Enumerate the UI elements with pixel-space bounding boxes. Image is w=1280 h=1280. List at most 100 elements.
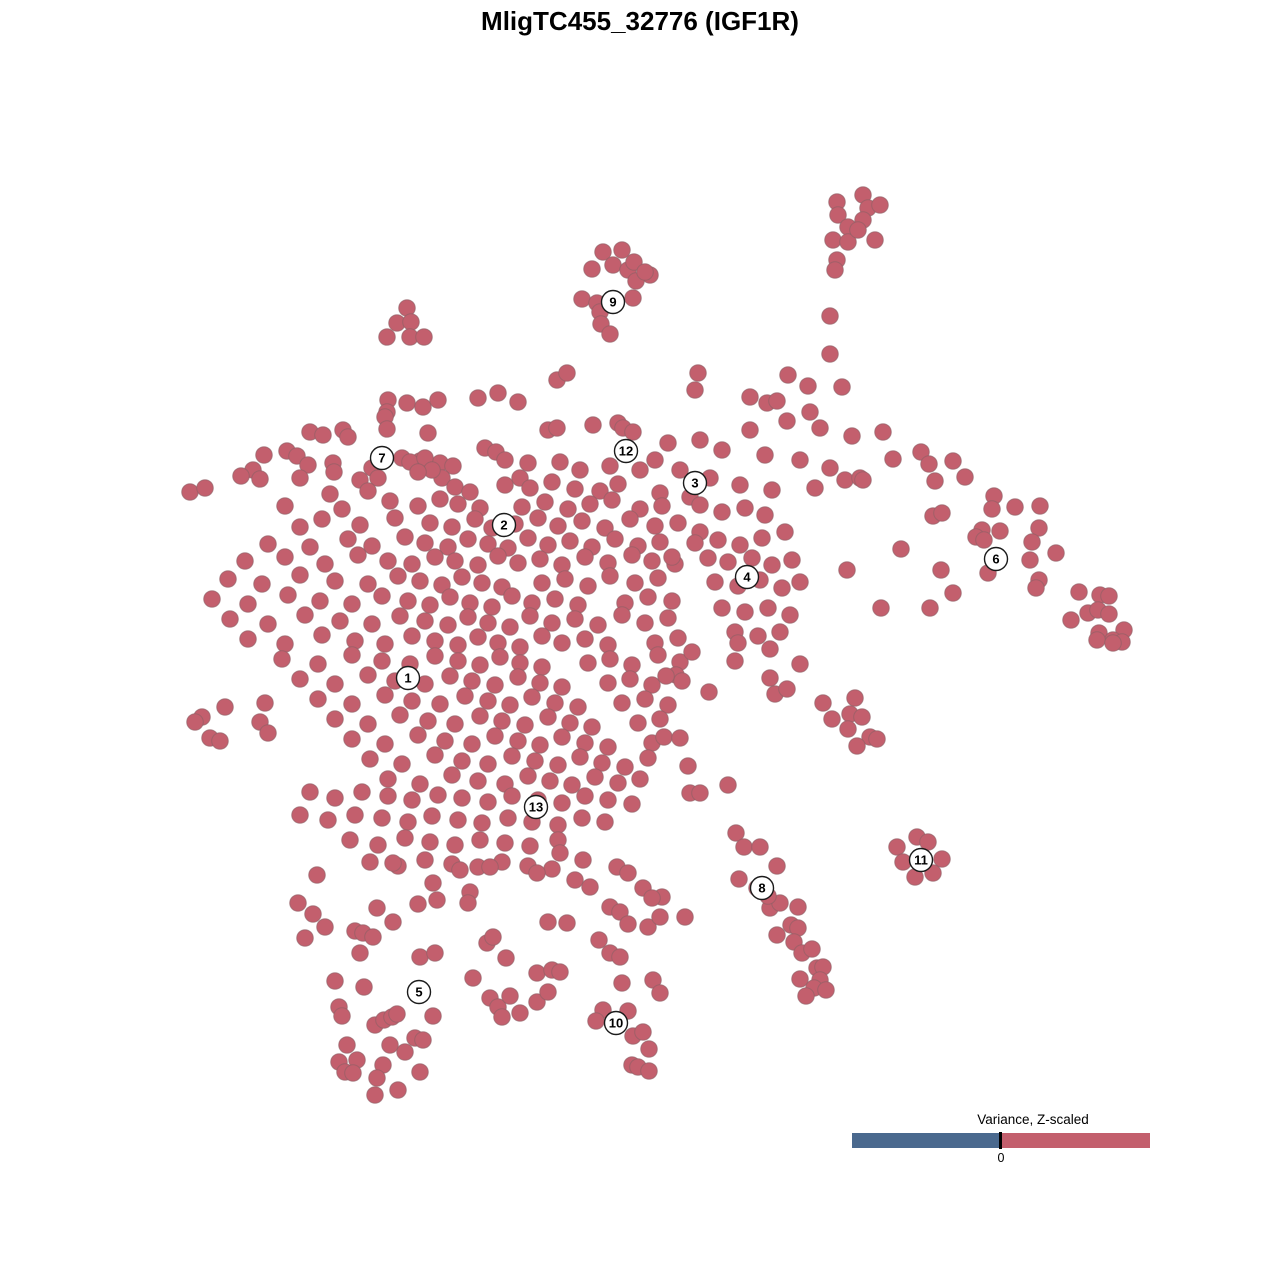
data-point (587, 1012, 605, 1030)
data-point (444, 457, 462, 475)
data-point (571, 748, 589, 766)
data-point (944, 452, 962, 470)
data-point (291, 670, 309, 688)
data-point (546, 694, 564, 712)
cluster-label-circle (749, 875, 775, 901)
data-point (378, 328, 396, 346)
data-point (621, 510, 639, 528)
data-point (726, 652, 744, 670)
data-point (583, 260, 601, 278)
data-point (573, 512, 591, 530)
data-point (421, 833, 439, 851)
data-point (399, 592, 417, 610)
data-point (321, 485, 339, 503)
data-point (391, 706, 409, 724)
data-point (466, 510, 484, 528)
data-point (599, 791, 617, 809)
data-point (396, 528, 414, 546)
data-point (469, 772, 487, 790)
data-point (299, 456, 317, 474)
data-point (359, 482, 377, 500)
data-point (309, 655, 327, 673)
data-point (419, 424, 437, 442)
data-point (753, 529, 771, 547)
data-point (646, 517, 664, 535)
cluster-label-circle (369, 445, 395, 471)
data-point (771, 623, 789, 641)
data-point (489, 547, 507, 565)
data-point (663, 592, 681, 610)
data-point (821, 459, 839, 477)
data-point (843, 427, 861, 445)
cluster-label-4: 4 (734, 564, 760, 590)
data-point (558, 364, 576, 382)
data-point (806, 479, 824, 497)
data-point (349, 546, 367, 564)
data-point (503, 787, 521, 805)
data-point (368, 899, 386, 917)
data-point (326, 710, 344, 728)
data-point (639, 918, 657, 936)
data-point (657, 667, 675, 685)
data-point (872, 599, 890, 617)
cluster-label-circle (734, 564, 760, 590)
legend-gradient-bar (852, 1132, 1150, 1149)
data-point (256, 694, 274, 712)
data-point (491, 648, 509, 666)
data-point (441, 667, 459, 685)
data-point (631, 461, 649, 479)
data-point (429, 786, 447, 804)
legend-title: Variance, Z-scaled (977, 1112, 1089, 1127)
data-point (539, 536, 557, 554)
data-point (389, 1081, 407, 1099)
data-point (439, 538, 457, 556)
data-point (463, 672, 481, 690)
data-point (414, 398, 432, 416)
data-point (866, 231, 884, 249)
data-point (403, 791, 421, 809)
data-point (1030, 519, 1048, 537)
data-point (576, 787, 594, 805)
data-point (553, 678, 571, 696)
data-point (403, 692, 421, 710)
data-point (316, 555, 334, 573)
data-point (1047, 544, 1065, 562)
cluster-label-13: 13 (523, 794, 549, 820)
data-point (473, 814, 491, 832)
data-point (331, 612, 349, 630)
data-point (529, 509, 547, 527)
data-point (326, 972, 344, 990)
data-point (421, 596, 439, 614)
data-point (521, 607, 539, 625)
data-point (446, 715, 464, 733)
cluster-label-5: 5 (406, 979, 432, 1005)
cluster-label-text: 2 (500, 518, 507, 533)
data-point (563, 776, 581, 794)
data-point (779, 366, 797, 384)
data-point (453, 568, 471, 586)
data-point (481, 858, 499, 876)
data-point (363, 537, 381, 555)
data-point (509, 554, 527, 572)
data-point (497, 949, 515, 967)
legend-positive-segment (1000, 1133, 1150, 1148)
data-point (791, 655, 809, 673)
data-point (601, 650, 619, 668)
data-point (496, 476, 514, 494)
data-point (749, 627, 767, 645)
data-point (343, 595, 361, 613)
data-point (359, 715, 377, 733)
data-point (379, 770, 397, 788)
data-point (411, 1063, 429, 1081)
data-point (686, 534, 704, 552)
data-point (441, 588, 459, 606)
data-point (932, 561, 950, 579)
data-point (673, 672, 691, 690)
data-point (426, 548, 444, 566)
data-point (763, 481, 781, 499)
data-point (651, 533, 669, 551)
data-point (316, 918, 334, 936)
data-point (521, 837, 539, 855)
data-point (634, 1023, 652, 1041)
data-point (528, 864, 546, 882)
